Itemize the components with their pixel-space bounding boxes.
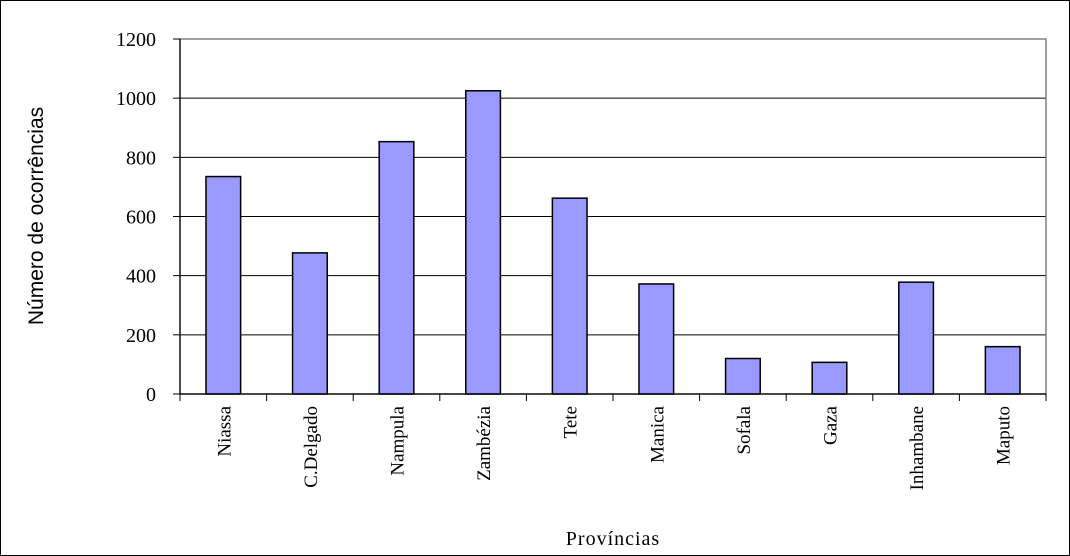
y-tick-label: 600 — [126, 207, 156, 229]
bar — [465, 90, 502, 395]
x-tick-label: Nampula — [388, 405, 409, 475]
x-tick-label: Inhambane — [907, 406, 928, 490]
bar — [291, 252, 328, 395]
x-tick-label: Tete — [561, 406, 582, 438]
y-tick-label: 200 — [126, 325, 156, 347]
y-tick-label: 1000 — [116, 88, 156, 110]
bar — [898, 281, 935, 395]
x-tick-label: C.Delgado — [301, 406, 322, 488]
x-axis-title: Províncias — [566, 528, 660, 550]
x-tick-label: Sofala — [734, 405, 755, 454]
x-tick-label: Zambézia — [474, 405, 495, 480]
y-tick-labels: 0 200 400 600 800 1000 1200 — [116, 29, 156, 406]
bar — [811, 361, 848, 395]
y-tick-label: 1200 — [116, 29, 156, 51]
x-tick-labels: Niassa C.Delgado Nampula Zambézia Tete Manica… — [214, 405, 1014, 490]
bars — [205, 90, 1021, 395]
bar — [205, 175, 242, 395]
y-tick-label: 800 — [126, 147, 156, 169]
y-tick-label: 400 — [126, 266, 156, 288]
x-tick-label: Gaza — [821, 405, 842, 445]
y-tick-label: 0 — [146, 384, 156, 406]
x-tick-label: Niassa — [214, 405, 235, 456]
bar — [638, 283, 675, 395]
axes — [173, 38, 1047, 401]
bar — [551, 197, 588, 395]
bar — [378, 140, 415, 395]
y-axis-title: Número de ocorrências — [25, 107, 48, 325]
x-tick-label: Manica — [647, 405, 668, 463]
bar — [984, 345, 1021, 395]
bar — [724, 357, 761, 395]
x-tick-label: Maputo — [994, 406, 1015, 465]
